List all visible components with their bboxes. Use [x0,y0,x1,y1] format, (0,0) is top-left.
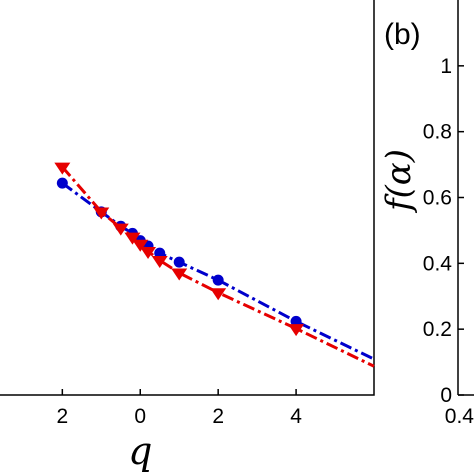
data-point [132,239,149,252]
data-point [212,274,224,286]
panel-a-axes-box [0,0,375,396]
panel-b-label: (b) [384,18,421,51]
panel-a-series-2 [54,162,375,368]
data-point [171,268,188,281]
panel-a-x-tick-label: 2 [56,405,68,428]
data-point [288,324,305,337]
data-point [154,247,166,259]
panel-b-y-tick-label: 0.8 [423,121,452,144]
panel-a-series-1 [56,177,375,361]
panel-b-y-axis-label: f(α) [379,149,419,214]
data-point [173,256,185,268]
data-point [140,246,157,259]
panel-b-y-tick-label: 0.4 [423,252,453,275]
panel-a-x-tick-label: 4 [290,405,302,428]
panel-b-x-ticks: 0.4 [445,405,474,428]
data-point [56,177,68,189]
panel-b-y-ticks: 0 0.2 0.4 0.6 0.8 1 [423,55,464,407]
panel-b-y-tick-label: 0 [440,384,452,407]
data-point [54,162,71,175]
panel-b-plot: (b) f(α) 0 0.2 0.4 0.6 0.8 1 0.4 [379,0,474,428]
panel-a-x-tick-label: 0 [134,405,146,428]
panel-a-series [54,162,375,368]
panel-b-y-tick-label: 0.2 [423,318,452,341]
data-point [290,315,302,327]
data-point [93,207,110,220]
panel-a-x-axis-label: q [128,429,152,473]
panel-b-y-tick-label: 1 [440,55,452,78]
data-point [151,255,168,268]
data-point [112,223,129,236]
panel-b-x-tick-label: 0.4 [445,405,474,428]
panel-a-x-tick-label: 2 [212,405,224,428]
data-point [124,232,141,245]
data-point [210,288,227,301]
panel-b-y-tick-label: 0.6 [423,187,452,210]
series-line [61,181,375,361]
